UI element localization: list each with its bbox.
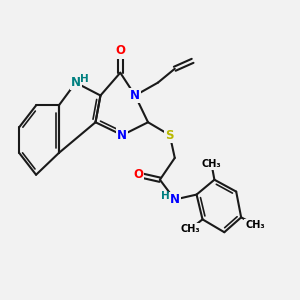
Text: N: N (117, 129, 127, 142)
Text: N: N (130, 89, 140, 102)
Text: O: O (133, 168, 143, 181)
Text: O: O (115, 44, 125, 57)
Text: CH₃: CH₃ (202, 159, 221, 169)
Text: N: N (170, 193, 180, 206)
Text: N: N (71, 76, 81, 89)
Text: CH₃: CH₃ (180, 224, 200, 234)
Text: S: S (166, 129, 174, 142)
Text: H: H (161, 190, 170, 201)
Text: CH₃: CH₃ (245, 220, 265, 230)
Text: H: H (80, 74, 89, 84)
